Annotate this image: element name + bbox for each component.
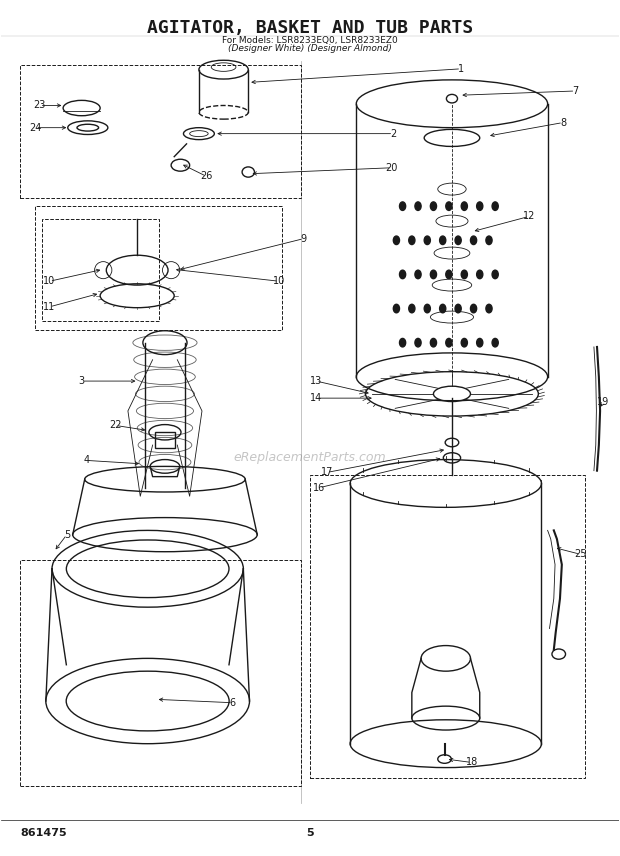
Text: 4: 4 — [84, 455, 90, 466]
Circle shape — [393, 304, 399, 312]
Text: 5: 5 — [64, 530, 70, 539]
Circle shape — [455, 304, 461, 312]
Text: 2: 2 — [390, 128, 396, 139]
Text: 9: 9 — [301, 234, 307, 244]
Circle shape — [446, 202, 452, 211]
Text: 5: 5 — [306, 829, 314, 838]
Text: 861475: 861475 — [20, 829, 66, 838]
Text: 25: 25 — [574, 550, 587, 559]
Bar — [20, 65, 301, 198]
Text: For Models: LSR8233EQ0, LSR8233EZ0: For Models: LSR8233EQ0, LSR8233EZ0 — [222, 36, 398, 45]
Circle shape — [492, 338, 498, 347]
Circle shape — [446, 270, 452, 279]
Circle shape — [492, 270, 498, 279]
Circle shape — [477, 202, 483, 211]
Bar — [20, 560, 301, 787]
Text: (Designer White) (Designer Almond): (Designer White) (Designer Almond) — [228, 44, 392, 53]
Circle shape — [455, 236, 461, 245]
Text: 7: 7 — [572, 86, 578, 96]
Circle shape — [477, 338, 483, 347]
Text: 20: 20 — [385, 163, 397, 173]
Text: 12: 12 — [523, 211, 535, 222]
Circle shape — [461, 270, 467, 279]
Text: 17: 17 — [321, 467, 334, 478]
Circle shape — [430, 270, 436, 279]
Text: 26: 26 — [200, 171, 213, 181]
Text: 10: 10 — [43, 276, 56, 286]
Circle shape — [486, 236, 492, 245]
Circle shape — [471, 236, 477, 245]
Circle shape — [415, 202, 421, 211]
Text: 18: 18 — [466, 758, 478, 768]
Bar — [310, 475, 585, 778]
Circle shape — [486, 304, 492, 312]
Circle shape — [409, 236, 415, 245]
Circle shape — [430, 338, 436, 347]
Circle shape — [446, 338, 452, 347]
Text: 10: 10 — [273, 276, 285, 286]
Text: 22: 22 — [109, 420, 122, 431]
Text: 1: 1 — [458, 64, 464, 74]
Bar — [155, 432, 175, 448]
Circle shape — [430, 202, 436, 211]
Text: 6: 6 — [230, 698, 236, 708]
Text: 19: 19 — [597, 397, 609, 407]
Circle shape — [399, 202, 405, 211]
Text: 14: 14 — [310, 393, 322, 403]
Bar — [35, 206, 282, 330]
Text: 13: 13 — [310, 376, 322, 386]
Circle shape — [461, 338, 467, 347]
Text: 16: 16 — [313, 483, 326, 493]
Circle shape — [393, 236, 399, 245]
Circle shape — [415, 270, 421, 279]
Text: 3: 3 — [79, 376, 85, 386]
Text: 8: 8 — [560, 117, 566, 128]
Circle shape — [399, 338, 405, 347]
Circle shape — [415, 338, 421, 347]
Bar — [42, 219, 159, 321]
Text: eReplacementParts.com: eReplacementParts.com — [234, 451, 386, 464]
Circle shape — [440, 236, 446, 245]
Circle shape — [477, 270, 483, 279]
Text: 23: 23 — [33, 100, 46, 110]
Circle shape — [399, 270, 405, 279]
Circle shape — [471, 304, 477, 312]
Circle shape — [424, 304, 430, 312]
Text: 24: 24 — [29, 122, 42, 133]
Circle shape — [424, 236, 430, 245]
Circle shape — [440, 304, 446, 312]
Circle shape — [492, 202, 498, 211]
Circle shape — [409, 304, 415, 312]
Circle shape — [461, 202, 467, 211]
Text: AGITATOR, BASKET AND TUB PARTS: AGITATOR, BASKET AND TUB PARTS — [147, 19, 473, 37]
Text: 11: 11 — [43, 302, 56, 312]
